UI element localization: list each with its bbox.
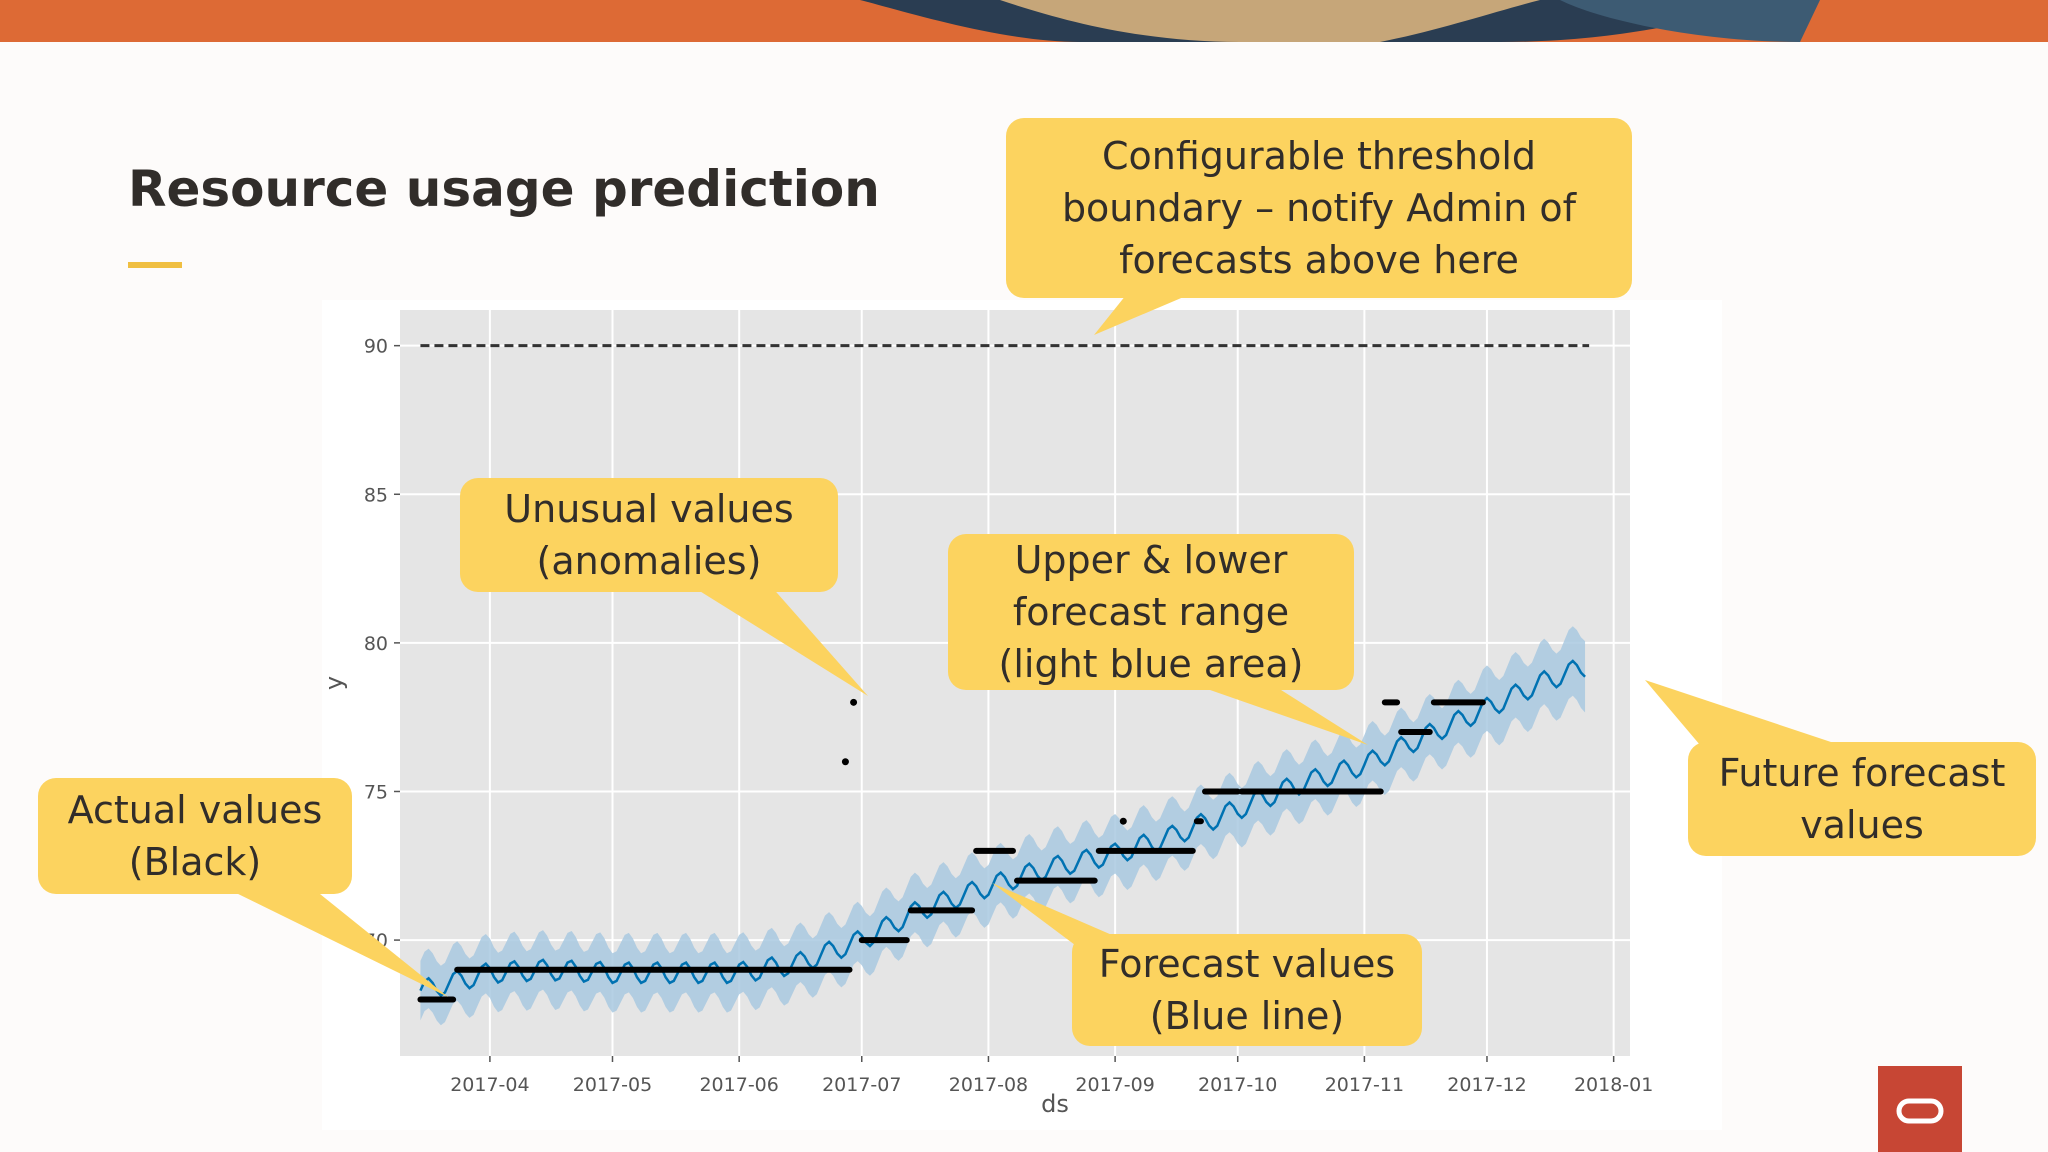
future-callout-tail — [1645, 680, 1840, 745]
range-callout: Upper & lower forecast range (light blue… — [948, 534, 1354, 690]
x-axis-ticks: 2017-04 2017-05 2017-06 2017-07 2017-08 2017-… — [450, 1056, 1653, 1096]
y-axis-label: y — [322, 676, 348, 690]
y-tick-label: 90 — [364, 336, 388, 358]
forecast-line-group — [419, 659, 1586, 998]
threshold-callout: Configurable threshold boundary – notify… — [1006, 118, 1632, 298]
threshold-callout-tail — [1094, 290, 1200, 335]
forecast-line — [419, 659, 1586, 998]
actual-callout: Actual values (Black) — [38, 778, 352, 894]
anomaly-point — [841, 758, 849, 766]
x-tick-label: 2018-01 — [1574, 1074, 1653, 1096]
anomaly-point — [1119, 817, 1127, 825]
actual-callout-tail — [230, 890, 448, 997]
actual-values-group — [417, 698, 1486, 1003]
forecast-callout: Forecast values (Blue line) — [1072, 934, 1422, 1046]
y-tick-label: 85 — [364, 484, 388, 506]
decorative-banner — [0, 0, 2048, 42]
anomalies-callout-tail — [690, 585, 868, 696]
x-tick-label: 2017-04 — [450, 1074, 529, 1096]
x-tick-label: 2017-09 — [1075, 1074, 1154, 1096]
x-tick-label: 2017-07 — [822, 1074, 901, 1096]
x-tick-label: 2017-10 — [1198, 1074, 1277, 1096]
x-tick-label: 2017-06 — [699, 1074, 778, 1096]
anomaly-point — [850, 698, 858, 706]
y-axis-ticks: 7075808590 — [364, 336, 400, 952]
y-tick-label: 80 — [364, 633, 388, 655]
y-tick-label: 75 — [364, 781, 388, 803]
anomalies-callout: Unusual values (anomalies) — [460, 478, 838, 592]
forecast-band — [420, 626, 1586, 1026]
oracle-logo-badge — [1878, 1066, 1962, 1152]
slide-title: Resource usage prediction — [128, 160, 880, 218]
forecast-callout-tail — [992, 883, 1135, 945]
chart-panel: 2017-04 2017-05 2017-06 2017-07 2017-08 2017-… — [322, 300, 1722, 1130]
forecast-range-band — [420, 626, 1586, 1026]
range-callout-tail — [1190, 683, 1368, 745]
x-tick-label: 2017-12 — [1447, 1074, 1526, 1096]
title-underline — [128, 262, 182, 268]
forecast-chart: 2017-04 2017-05 2017-06 2017-07 2017-08 2017-… — [322, 310, 1653, 1118]
x-tick-label: 2017-08 — [949, 1074, 1028, 1096]
oracle-logo-icon — [1896, 1098, 1944, 1124]
future-callout: Future forecast values — [1688, 742, 2036, 856]
x-tick-label: 2017-11 — [1325, 1074, 1404, 1096]
x-axis-label: ds — [1041, 1090, 1069, 1118]
x-tick-label: 2017-05 — [573, 1074, 652, 1096]
